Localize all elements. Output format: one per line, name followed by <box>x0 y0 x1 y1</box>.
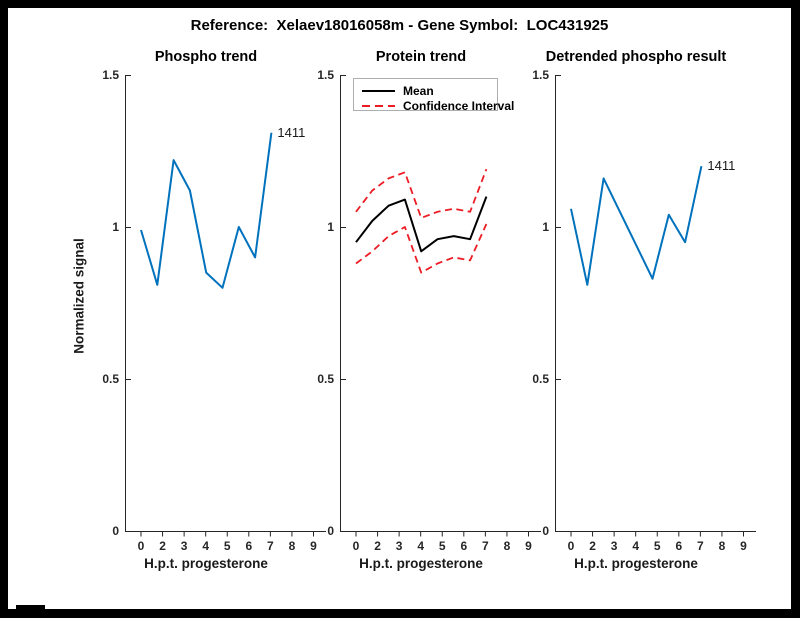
y-tick-label: 0.5 <box>532 372 549 386</box>
figure-canvas: Reference: Xelaev18016058m - Gene Symbol… <box>8 8 791 618</box>
x-axis-label: H.p.t. progesterone <box>359 556 483 571</box>
window-corner-artifact <box>16 605 45 618</box>
legend-box: Mean Confidence Interval <box>353 78 514 113</box>
y-tick-label: 1.5 <box>317 68 334 82</box>
x-tick-label: 3 <box>180 539 188 553</box>
x-tick-label: 5 <box>653 539 661 553</box>
plot-area <box>340 75 541 537</box>
x-tick-label: 8 <box>718 539 726 553</box>
x-tick-label: 9 <box>740 539 747 553</box>
x-tick-label: 0 <box>567 539 575 553</box>
x-tick-label: 9 <box>525 539 532 553</box>
x-tick-label: 0 <box>137 539 145 553</box>
legend-label: Confidence Interval <box>403 98 515 113</box>
mean-line <box>355 196 488 253</box>
x-tick-label: 4 <box>417 539 425 553</box>
y-axis-label: Normalized signal <box>71 238 87 354</box>
y-tick-label: 1.5 <box>532 68 549 82</box>
series-end-label: 1411 <box>277 124 306 140</box>
x-tick-label: 8 <box>288 539 296 553</box>
x-tick-label: 4 <box>202 539 210 553</box>
x-tick-label: 2 <box>159 539 166 553</box>
y-tick-label: 1 <box>327 220 334 234</box>
x-tick-label: 5 <box>438 539 446 553</box>
x-tick-label: 7 <box>267 539 274 553</box>
legend-label: Mean <box>403 83 434 98</box>
plot-area <box>555 75 756 537</box>
x-axis-label: H.p.t. progesterone <box>144 556 268 571</box>
x-tick-label: 6 <box>245 539 253 553</box>
x-tick-label: 9 <box>310 539 317 553</box>
y-tick-label: 0.5 <box>102 372 119 386</box>
1411-line <box>570 165 703 286</box>
plot-title: Phospho trend <box>154 49 258 65</box>
ci-line-sample-icon <box>362 104 395 107</box>
y-tick-label: 0 <box>327 524 334 538</box>
figure-title: Reference: Xelaev18016058m - Gene Symbol… <box>190 17 609 34</box>
plot-title: Detrended phospho result <box>545 49 727 65</box>
x-tick-label: 3 <box>610 539 618 553</box>
confidence-interval-lower-line <box>355 223 488 274</box>
x-axis-label: H.p.t. progesterone <box>574 556 698 571</box>
plot-title: Protein trend <box>375 49 467 65</box>
x-tick-label: 0 <box>352 539 360 553</box>
y-tick-label: 0 <box>542 524 549 538</box>
subplot-phospho-trend: Phospho trend Normalized signal H.p.t. p… <box>72 8 326 618</box>
y-tick-label: 0 <box>112 524 119 538</box>
mean-line-sample-icon <box>362 89 395 92</box>
x-tick-label: 7 <box>482 539 489 553</box>
subplot-detrended-phospho: Detrended phospho result H.p.t. progeste… <box>532 8 756 618</box>
1411-line <box>140 132 273 289</box>
confidence-interval-upper-line <box>355 168 488 219</box>
x-tick-label: 3 <box>395 539 403 553</box>
legend-item-mean: Mean <box>354 83 497 98</box>
y-tick-label: 1.5 <box>102 68 119 82</box>
x-tick-label: 6 <box>675 539 683 553</box>
x-tick-label: 4 <box>632 539 640 553</box>
legend-item-confidence-interval: Confidence Interval <box>354 98 514 113</box>
x-tick-label: 2 <box>374 539 381 553</box>
x-tick-label: 8 <box>503 539 511 553</box>
y-tick-label: 1 <box>542 220 549 234</box>
y-tick-label: 1 <box>112 220 119 234</box>
x-tick-label: 7 <box>697 539 704 553</box>
x-tick-label: 2 <box>589 539 596 553</box>
series-end-label: 1411 <box>707 158 736 174</box>
subplot-protein-trend: Protein trend H.p.t. progesterone Mean C… <box>317 8 541 618</box>
x-tick-label: 5 <box>223 539 231 553</box>
x-tick-label: 6 <box>460 539 468 553</box>
plot-area <box>125 75 326 537</box>
y-tick-label: 0.5 <box>317 372 334 386</box>
